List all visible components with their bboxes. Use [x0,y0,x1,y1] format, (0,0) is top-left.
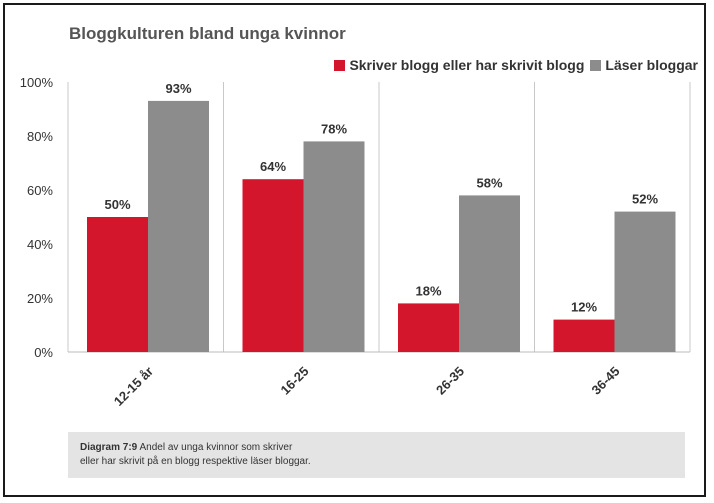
data-label: 52% [632,192,658,207]
x-tick-label: 16-25 [278,364,312,398]
legend-item-read: Läser bloggar [590,57,698,73]
y-tick-label: 100% [20,75,54,90]
y-tick-label: 20% [27,291,53,306]
legend-item-write: Skriver blogg eller har skrivit blogg [334,57,584,73]
data-label: 12% [571,300,597,315]
data-label: 50% [104,197,130,212]
y-tick-label: 0% [34,345,53,360]
caption-label: Diagram 7:9 [80,442,138,453]
bar [459,195,520,352]
x-tick-label: 26-35 [433,364,467,398]
x-tick-label: 12-15 år [111,364,156,409]
caption-box: Diagram 7:9 Andel av unga kvinnor som sk… [68,432,685,478]
caption-text-line2: eller har skrivit på en blogg respektive… [80,456,311,467]
bar [242,179,304,352]
bar [303,141,365,352]
data-label: 18% [415,283,441,298]
data-label: 93% [165,81,191,96]
legend-swatch-read [590,59,602,71]
y-tick-label: 60% [27,183,53,198]
bar [87,217,148,352]
data-label: 58% [476,175,502,190]
data-label: 64% [260,159,286,174]
legend-label-write: Skriver blogg eller har skrivit blogg [349,57,585,73]
caption-text: Andel av unga kvinnor som skriver [137,442,293,453]
x-tick-label: 36-45 [589,364,623,398]
y-tick-label: 40% [27,237,53,252]
legend-swatch-write [334,59,346,71]
bar [614,211,676,352]
chart-title: Bloggkulturen bland unga kvinnor [69,24,346,43]
legend: Skriver blogg eller har skrivit blogg Lä… [334,57,698,73]
bar [553,319,615,352]
y-tick-label: 80% [27,129,53,144]
legend-label-read: Läser bloggar [605,57,698,73]
data-label: 78% [321,121,347,136]
bar [148,100,209,353]
bar [398,303,459,352]
